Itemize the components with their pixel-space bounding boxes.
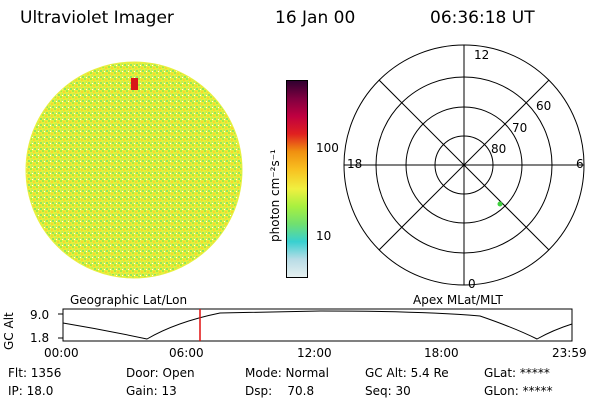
altitude-y-label: GC Alt — [2, 312, 16, 350]
status-gc-alt: GC Alt: 5.4 Re — [365, 366, 449, 380]
bright-spot — [131, 78, 138, 90]
polar-plot-label: Apex MLat/MLT — [413, 293, 503, 307]
altitude-y-tick-1-8: 1.8 — [30, 331, 50, 345]
x-tick-1800: 18:00 — [424, 346, 459, 360]
colorbar — [286, 80, 308, 278]
mlt-label-12: 12 — [474, 48, 490, 62]
polar-ring-50 — [343, 44, 585, 286]
x-tick-0600: 06:00 — [169, 346, 204, 360]
mlt-label-6: 6 — [576, 157, 584, 171]
earth-disc-outline — [25, 61, 243, 279]
mlt-label-18: 18 — [347, 157, 363, 171]
polar-ring-70 — [405, 106, 523, 224]
polar-ring-60 — [375, 76, 553, 254]
earth-disc-image — [26, 62, 242, 278]
status-flt: Flt: 1356 — [8, 366, 62, 380]
geo-map-label: Geographic Lat/Lon — [70, 293, 188, 307]
x-tick-0000: 00:00 — [44, 346, 79, 360]
colorbar-unit-label: photon cm⁻²s⁻¹ — [268, 149, 282, 242]
status-glat: GLat: ***** — [484, 366, 550, 380]
status-mode: Mode: Normal — [245, 366, 329, 380]
altitude-plot-frame — [62, 308, 573, 342]
x-tick-1200: 12:00 — [297, 346, 332, 360]
x-tick-2359: 23:59 — [552, 346, 587, 360]
colorbar-tick-10: 10 — [316, 229, 332, 243]
altitude-y-tick-9: 9.0 — [30, 308, 50, 322]
status-ip: IP: 18.0 — [8, 384, 54, 398]
polar-ring-80 — [434, 135, 494, 195]
date-label: 16 Jan 00 — [275, 8, 356, 28]
status-gain: Gain: 13 — [126, 384, 177, 398]
lat-label-60: 60 — [536, 99, 552, 113]
altitude-curve — [62, 310, 573, 340]
status-dsp: Dsp: 70.8 — [245, 384, 315, 398]
polar-axis-diag2 — [378, 79, 550, 251]
lat-label-80: 80 — [491, 142, 507, 156]
instrument-title: Ultraviolet Imager — [20, 8, 174, 28]
status-glon: GLon: ***** — [484, 384, 553, 398]
colorbar-tick-100: 100 — [316, 141, 339, 155]
status-door: Door: Open — [126, 366, 195, 380]
mlt-label-0: 0 — [468, 277, 476, 291]
polar-marker — [497, 201, 503, 207]
polar-axis-diag1 — [378, 79, 550, 251]
time-label: 06:36:18 UT — [430, 8, 535, 28]
lat-label-70: 70 — [512, 121, 528, 135]
status-seq: Seq: 30 — [365, 384, 411, 398]
